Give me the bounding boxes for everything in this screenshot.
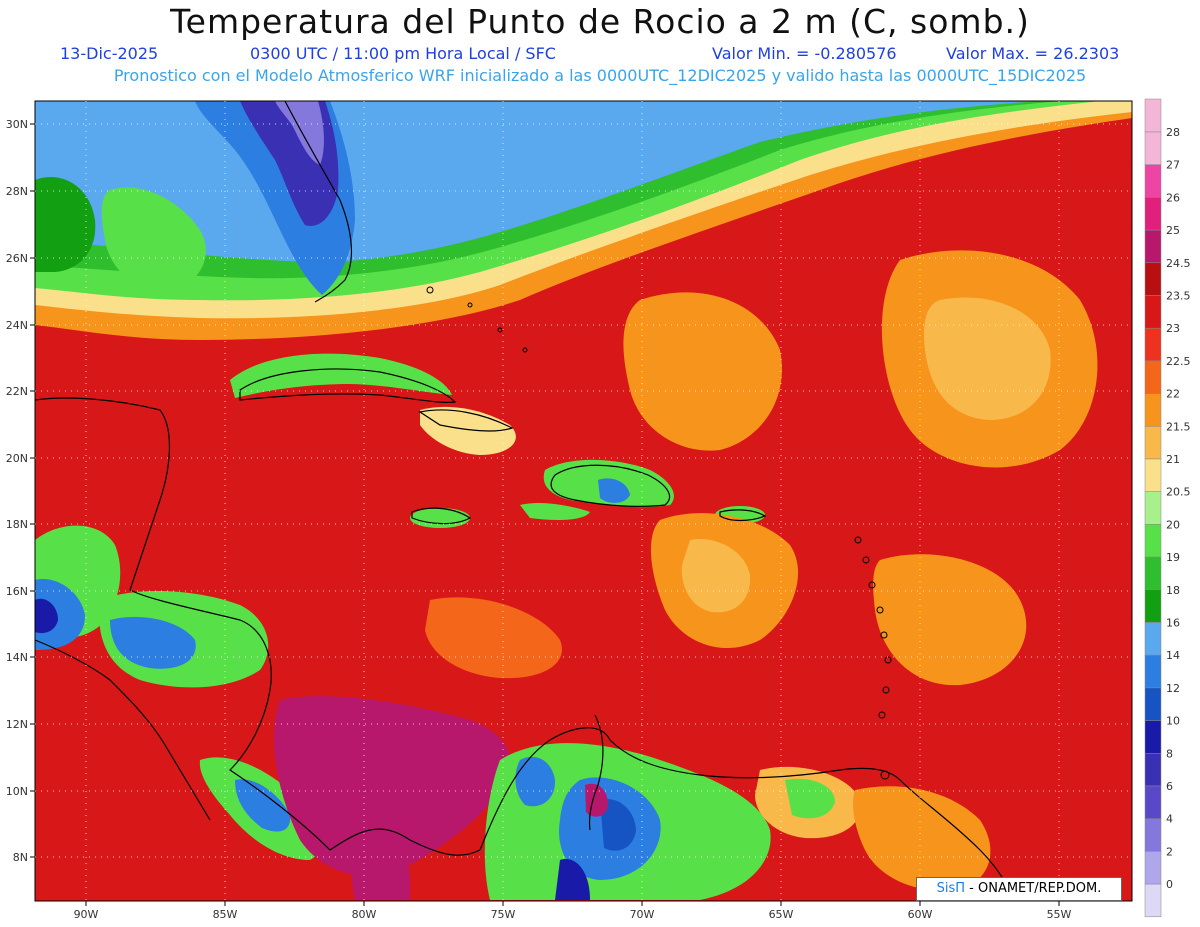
colorbar-swatch — [1144, 687, 1162, 721]
lat-label: 22N — [6, 385, 28, 398]
lat-label: 24N — [6, 319, 28, 332]
model-info: Pronostico con el Modelo Atmosferico WRF… — [113, 66, 1087, 85]
colorbar-label: 6 — [1166, 780, 1173, 793]
colorbar-swatch — [1144, 622, 1162, 656]
lesser-antilles — [426, 286, 892, 780]
colorbar-swatch — [1144, 426, 1162, 460]
colorbar-swatch — [1144, 785, 1162, 819]
colorbar-label: 14 — [1166, 649, 1180, 662]
colorbar-swatch — [1144, 654, 1162, 689]
coastlines — [34, 100, 1016, 901]
colorbar-swatch — [1144, 393, 1162, 427]
lon-label: 75W — [491, 908, 516, 921]
colorbar-swatch — [1144, 164, 1162, 198]
colorbar-label: 10 — [1166, 715, 1180, 728]
colorbar-label: 19 — [1166, 551, 1180, 564]
credit-org: - ONAMET/REP.DOM. — [965, 881, 1102, 896]
lon-label: 65W — [769, 908, 794, 921]
lon-label: 55W — [1047, 908, 1072, 921]
colorbar-label: 24.5 — [1166, 257, 1191, 270]
colorbar-label: 16 — [1166, 617, 1180, 630]
credit-box: SisΠ - ONAMET/REP.DOM. — [916, 877, 1122, 901]
lat-label: 8N — [13, 851, 28, 864]
lon-label: 70W — [630, 908, 655, 921]
colorbar-label: 28 — [1166, 126, 1180, 139]
colorbar-swatch — [1144, 262, 1162, 296]
colorbar-label: 4 — [1166, 813, 1173, 826]
lon-labels: 90W 85W 80W 75W 70W 65W 60W 55W — [74, 908, 1072, 921]
lat-label: 20N — [6, 452, 28, 465]
forecast-time: 0300 UTC / 11:00 pm Hora Local / SFC — [250, 44, 556, 63]
colorbar-label: 22.5 — [1166, 355, 1191, 368]
colorbar-label: 23.5 — [1166, 290, 1191, 303]
lat-label: 16N — [6, 585, 28, 598]
colorbar-swatch — [1144, 327, 1162, 362]
colorbar-label: 18 — [1166, 584, 1180, 597]
colorbar-labels: 2827262524.523.52322.52221.52120.5201918… — [1166, 126, 1191, 891]
colorbar — [1144, 98, 1162, 918]
max-value: Valor Max. = 26.2303 — [946, 44, 1120, 63]
colorbar-label: 0 — [1166, 878, 1173, 891]
lat-label: 18N — [6, 518, 28, 531]
lon-label: 60W — [908, 908, 933, 921]
colorbar-swatch — [1144, 524, 1162, 558]
colorbar-label: 26 — [1166, 191, 1180, 204]
lat-label: 14N — [6, 651, 28, 664]
colorbar-swatch — [1144, 360, 1162, 394]
forecast-date: 13-Dic-2025 — [60, 44, 159, 63]
colorbar-swatch — [1144, 818, 1162, 852]
colorbar-label: 8 — [1166, 747, 1173, 760]
colorbar-swatch — [1144, 491, 1162, 525]
colorbar-label: 21.5 — [1166, 420, 1191, 433]
map-frame — [34, 100, 1133, 902]
lat-lon-grid — [35, 101, 1132, 901]
colorbar-label: 21 — [1166, 453, 1180, 466]
colorbar-label: 23 — [1166, 322, 1180, 335]
colorbar-label: 12 — [1166, 682, 1180, 695]
colorbar-label: 25 — [1166, 224, 1180, 237]
lat-label: 26N — [6, 252, 28, 265]
colorbar-swatch — [1144, 851, 1162, 885]
colorbar-label: 22 — [1166, 388, 1180, 401]
colorbar-swatch — [1144, 883, 1162, 918]
colorbar-swatch — [1144, 720, 1162, 754]
axis-ticks — [30, 123, 1060, 906]
min-value: Valor Min. = -0.280576 — [712, 44, 897, 63]
colorbar-label: 2 — [1166, 845, 1173, 858]
lat-label: 30N — [6, 118, 28, 131]
colorbar-swatch — [1144, 753, 1162, 787]
colorbar-swatch — [1144, 197, 1162, 231]
colorbar-swatch — [1144, 131, 1162, 165]
colorbar-swatch — [1144, 458, 1162, 492]
lat-label: 12N — [6, 718, 28, 731]
lon-label: 85W — [213, 908, 238, 921]
lon-label: 90W — [74, 908, 99, 921]
brand-logo: SisΠ — [936, 881, 966, 896]
colorbar-label: 27 — [1166, 159, 1180, 172]
lon-label: 80W — [352, 908, 377, 921]
colorbar-swatch — [1144, 229, 1162, 264]
lat-label: 28N — [6, 185, 28, 198]
lat-label: 10N — [6, 785, 28, 798]
lat-labels: 30N 28N 26N 24N 22N 20N 18N 16N 14N 12N … — [6, 118, 28, 864]
map-title: Temperatura del Punto de Rocio a 2 m (C,… — [170, 2, 1030, 41]
colorbar-swatch — [1144, 295, 1162, 329]
colorbar-swatch — [1144, 98, 1162, 133]
colorbar-swatch — [1144, 589, 1162, 623]
colorbar-swatch — [1144, 556, 1162, 591]
colorbar-label: 20 — [1166, 518, 1180, 531]
colorbar-label: 20.5 — [1166, 486, 1191, 499]
